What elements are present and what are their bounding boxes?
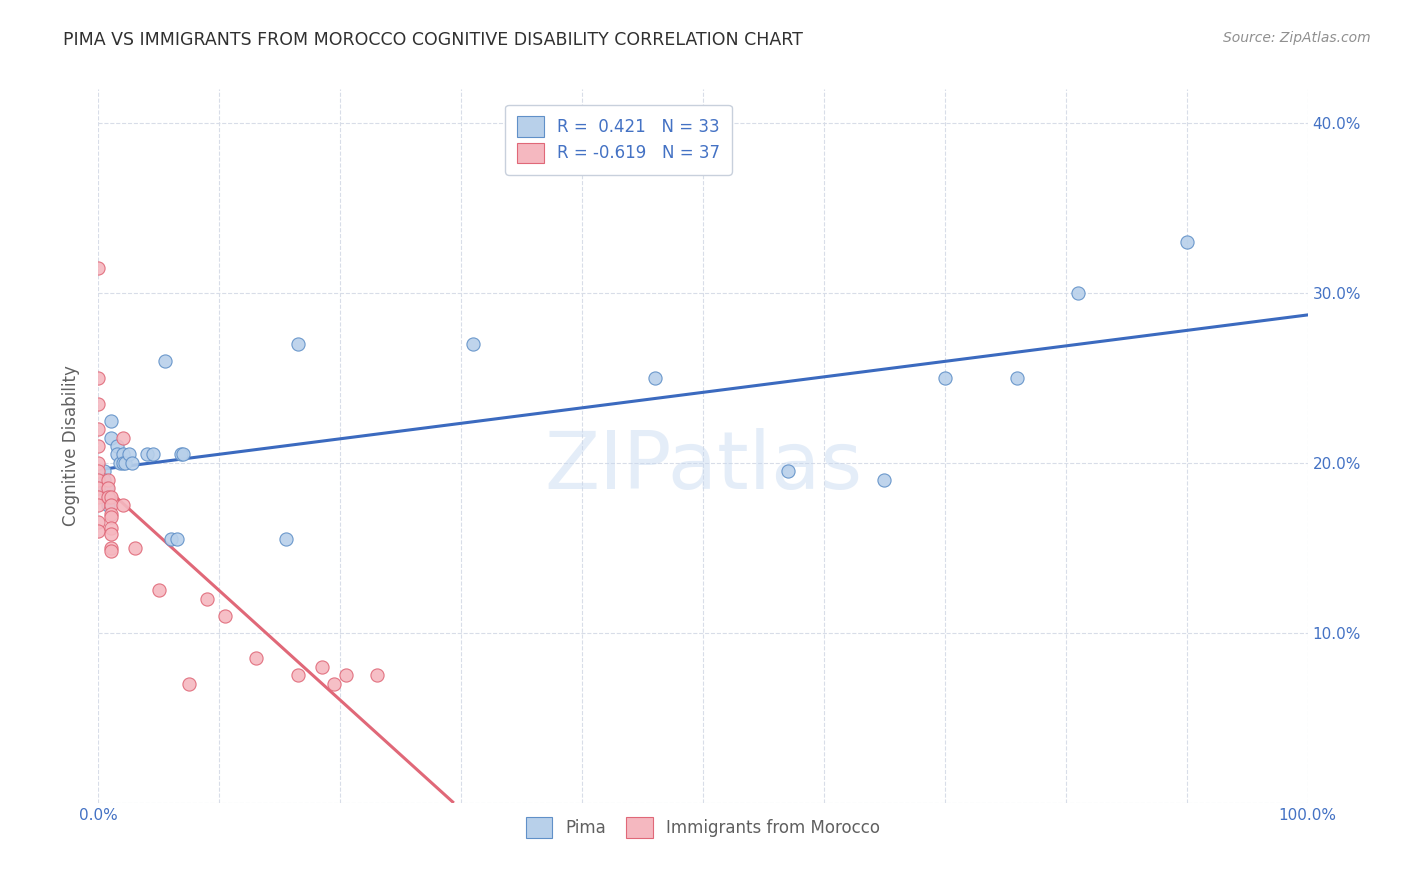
Point (100, 520, 122, 534)
Point (142, 448, 165, 462)
Point (97, 473, 120, 487)
Point (169, 448, 191, 462)
Text: Source: ZipAtlas.com: Source: ZipAtlas.com (1223, 31, 1371, 45)
Point (195, 591, 218, 606)
Point (274, 533, 297, 547)
Point (87, 473, 110, 487)
Point (100, 544, 122, 558)
Text: ZIPatlas: ZIPatlas (544, 428, 862, 507)
Point (335, 668, 357, 682)
Point (93, 482, 115, 496)
Text: PIMA VS IMMIGRANTS FROM MOROCCO COGNITIVE DISABILITY CORRELATION CHART: PIMA VS IMMIGRANTS FROM MOROCCO COGNITIV… (63, 31, 803, 49)
Point (172, 448, 194, 462)
Point (87, 516, 110, 530)
Point (1067, 286, 1090, 301)
Point (776, 465, 799, 479)
Point (87, 371, 110, 385)
Point (100, 541, 122, 555)
Point (97, 490, 120, 504)
Point (87, 490, 110, 504)
Point (100, 507, 122, 521)
Point (87, 439, 110, 453)
Point (323, 677, 346, 691)
Point (366, 668, 388, 682)
Y-axis label: Cognitive Disability: Cognitive Disability (62, 366, 80, 526)
Point (105, 439, 128, 453)
Point (124, 541, 146, 555)
Point (100, 430, 122, 444)
Point (1007, 371, 1029, 385)
Point (97, 499, 120, 513)
Point (287, 337, 309, 351)
Point (114, 456, 136, 470)
Point (111, 499, 134, 513)
Point (87, 465, 110, 479)
Point (121, 456, 143, 470)
Point (87, 524, 110, 538)
Point (111, 430, 134, 444)
Point (96, 482, 118, 496)
Point (100, 499, 122, 513)
Point (100, 490, 122, 504)
Point (245, 651, 267, 665)
Point (160, 533, 183, 547)
Point (644, 371, 666, 385)
Point (287, 668, 309, 682)
Point (108, 456, 131, 470)
Legend: Pima, Immigrants from Morocco: Pima, Immigrants from Morocco (519, 811, 887, 845)
Point (87, 499, 110, 513)
Point (87, 260, 110, 275)
Point (100, 527, 122, 541)
Point (463, 337, 485, 351)
Point (148, 583, 170, 598)
Point (179, 677, 201, 691)
Point (97, 482, 120, 496)
Point (166, 533, 188, 547)
Point (873, 473, 896, 487)
Point (87, 396, 110, 410)
Point (87, 456, 110, 470)
Point (100, 413, 122, 427)
Point (100, 510, 122, 524)
Point (118, 448, 141, 462)
Point (105, 448, 128, 462)
Point (1175, 235, 1198, 249)
Point (87, 422, 110, 436)
Point (153, 354, 176, 368)
Point (87, 482, 110, 496)
Point (111, 448, 134, 462)
Point (93, 473, 115, 487)
Point (311, 660, 333, 674)
Point (93, 465, 115, 479)
Point (97, 490, 120, 504)
Point (214, 608, 236, 623)
Point (111, 456, 134, 470)
Point (934, 371, 956, 385)
Point (135, 448, 157, 462)
